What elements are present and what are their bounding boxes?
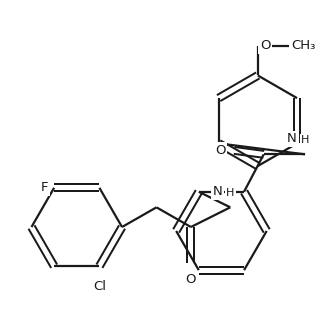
Text: Cl: Cl	[93, 280, 106, 293]
Text: F: F	[41, 181, 48, 194]
Text: H: H	[226, 189, 235, 199]
Text: H: H	[301, 135, 309, 145]
Text: O: O	[260, 40, 270, 52]
Text: O: O	[215, 144, 225, 157]
Text: O: O	[186, 273, 196, 286]
Text: N: N	[286, 132, 296, 145]
Text: N: N	[213, 186, 222, 199]
Text: CH₃: CH₃	[291, 40, 316, 52]
